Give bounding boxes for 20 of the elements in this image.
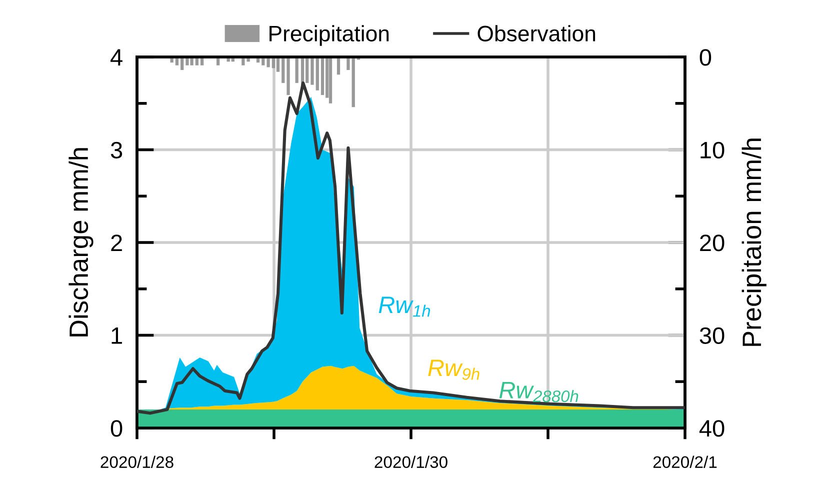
y-tick-label: 3 [110, 142, 122, 159]
y2-tick-label: 40 [699, 420, 724, 437]
y2-tick-label: 0 [700, 49, 712, 66]
legend-label: Observation [478, 25, 596, 42]
y2-tick-label: 30 [700, 327, 724, 344]
series-label: Rw$_{1h}$ [378, 296, 430, 317]
y-tick-label: 0 [110, 420, 122, 437]
x-tick-label: 2020/1/30 [374, 456, 448, 468]
y2-axis-title: Precipitaion mm/h [742, 138, 766, 346]
x-tick-label: 2020/2/1 [653, 456, 717, 468]
y-tick-label: 4 [110, 49, 122, 66]
legend-label: Precipitation [270, 25, 389, 46]
y-axis-title: Discharge mm/h [68, 148, 94, 336]
series-label: Rw$_{9h}$ [428, 360, 480, 380]
y2-tick-label: 20 [700, 234, 724, 252]
x-tick-label: 2020/1/28 [100, 456, 174, 468]
series-label: Rw$_{2880h}$ [499, 382, 578, 402]
y2-tick-label: 10 [700, 142, 724, 159]
y-tick-label: 2 [111, 234, 122, 252]
y-tick-label: 1 [112, 328, 122, 344]
